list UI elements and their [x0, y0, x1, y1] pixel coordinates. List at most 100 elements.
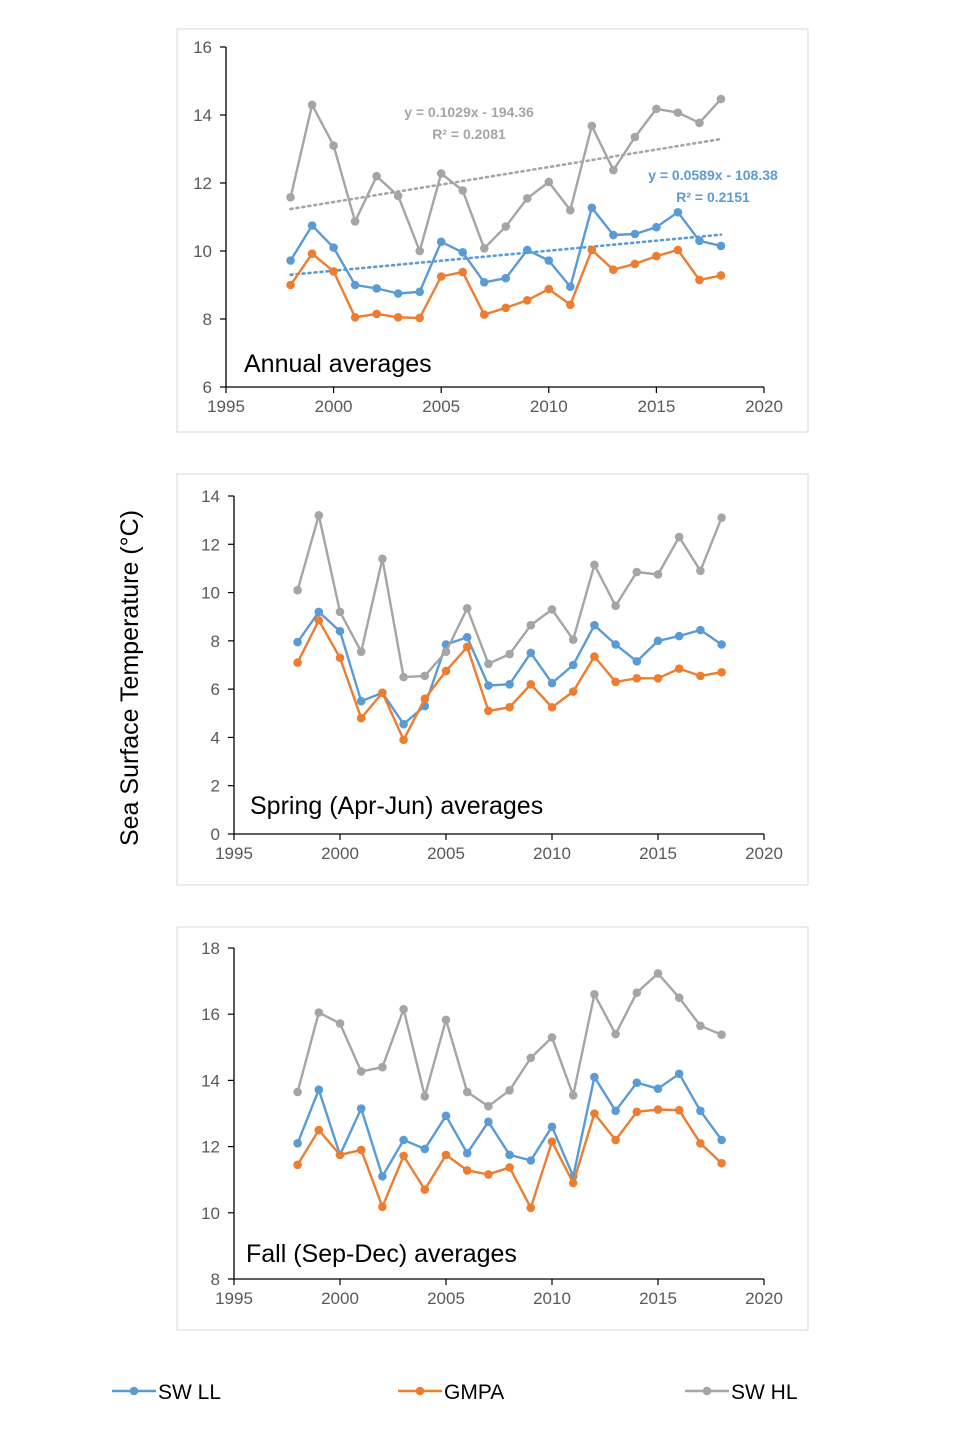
data-point	[505, 1163, 514, 1172]
data-point	[378, 1202, 387, 1212]
chart-frame	[176, 28, 809, 433]
data-point	[630, 229, 640, 239]
y-tick-label: 6	[203, 378, 212, 397]
data-point	[544, 256, 554, 265]
data-point	[673, 108, 683, 117]
data-point	[717, 667, 726, 677]
data-point	[415, 313, 424, 323]
data-point	[293, 585, 302, 595]
data-point	[696, 1138, 705, 1148]
y-tick-label: 10	[201, 584, 220, 603]
data-point	[632, 1078, 642, 1088]
data-point	[653, 636, 663, 646]
data-point	[547, 678, 557, 688]
data-point	[372, 171, 381, 181]
y-tick-label: 14	[201, 1071, 220, 1090]
data-point	[462, 642, 472, 652]
data-point	[415, 287, 424, 297]
x-tick-label: 1995	[215, 844, 253, 863]
data-point	[505, 1150, 514, 1160]
y-tick-label: 10	[193, 242, 212, 261]
data-point	[415, 246, 424, 256]
data-point	[674, 532, 684, 542]
x-tick-label: 2015	[639, 1289, 677, 1308]
y-tick-label: 8	[203, 310, 212, 329]
data-point	[505, 649, 514, 659]
data-point	[587, 203, 597, 213]
data-point	[501, 303, 511, 313]
legend-marker	[129, 1386, 139, 1396]
data-point	[547, 1137, 557, 1146]
y-tick-label: 12	[193, 174, 212, 193]
data-point	[587, 245, 597, 255]
data-point	[293, 1138, 302, 1148]
data-point	[293, 1087, 302, 1097]
data-point	[399, 1004, 408, 1014]
data-point	[356, 696, 366, 706]
data-point	[286, 280, 295, 290]
data-point	[716, 271, 726, 280]
legend-item: SW LL	[112, 1381, 221, 1404]
data-point	[695, 118, 704, 128]
data-point	[632, 673, 642, 683]
y-tick-label: 16	[201, 1005, 220, 1024]
y-tick-label: 18	[201, 939, 220, 958]
data-point	[717, 513, 726, 523]
y-tick-label: 0	[211, 825, 220, 844]
data-point	[479, 310, 489, 319]
data-point	[632, 988, 642, 997]
data-point	[653, 673, 663, 683]
panel-title: Annual averages	[244, 350, 432, 378]
data-point	[441, 1150, 451, 1160]
data-point	[632, 657, 642, 666]
data-point	[522, 194, 532, 203]
data-point	[547, 1122, 557, 1132]
data-point	[696, 1021, 705, 1031]
data-point	[674, 1069, 684, 1079]
y-tick-label: 12	[201, 535, 220, 554]
data-point	[484, 1117, 493, 1127]
data-point	[335, 626, 345, 636]
data-point	[590, 990, 599, 999]
data-point	[420, 671, 430, 681]
data-point	[590, 560, 599, 570]
data-point	[420, 1091, 430, 1101]
data-point	[399, 719, 408, 729]
data-point	[484, 681, 493, 690]
trendline-equation: y = 0.1029x - 194.36	[404, 104, 534, 120]
trendline-r2: R² = 0.2081	[432, 126, 506, 142]
data-point	[462, 1148, 472, 1158]
data-point	[566, 300, 575, 310]
data-point	[293, 637, 302, 647]
x-tick-label: 2010	[533, 1289, 571, 1308]
data-point	[696, 671, 705, 681]
data-point	[356, 1145, 366, 1155]
y-tick-label: 8	[211, 632, 220, 651]
data-point	[393, 289, 403, 298]
data-point	[696, 1106, 705, 1116]
data-point	[547, 605, 557, 614]
legend-label: SW HL	[731, 1381, 798, 1404]
x-tick-label: 2005	[422, 397, 460, 416]
data-point	[420, 1185, 430, 1194]
chart-frame	[176, 473, 809, 886]
chart-panel-3: 8 10 12 14 16 18 1995 2000 2005 2010 2015 2020 Fall …	[176, 926, 809, 1331]
data-point	[462, 603, 472, 613]
data-point	[717, 1030, 726, 1040]
data-point	[462, 632, 472, 642]
data-point	[314, 511, 324, 520]
data-point	[568, 687, 578, 696]
data-point	[544, 177, 554, 187]
data-point	[378, 1172, 387, 1181]
data-point	[632, 1107, 642, 1117]
data-point	[717, 1135, 726, 1145]
legend: SW LL GMPA SW HL	[112, 1381, 798, 1404]
legend-marker	[415, 1386, 425, 1396]
data-point	[436, 237, 446, 247]
data-point	[501, 273, 511, 283]
trendline	[289, 233, 723, 277]
y-tick-label: 12	[201, 1138, 220, 1157]
x-tick-label: 2010	[530, 397, 568, 416]
data-point	[372, 284, 381, 293]
data-point	[399, 735, 408, 745]
